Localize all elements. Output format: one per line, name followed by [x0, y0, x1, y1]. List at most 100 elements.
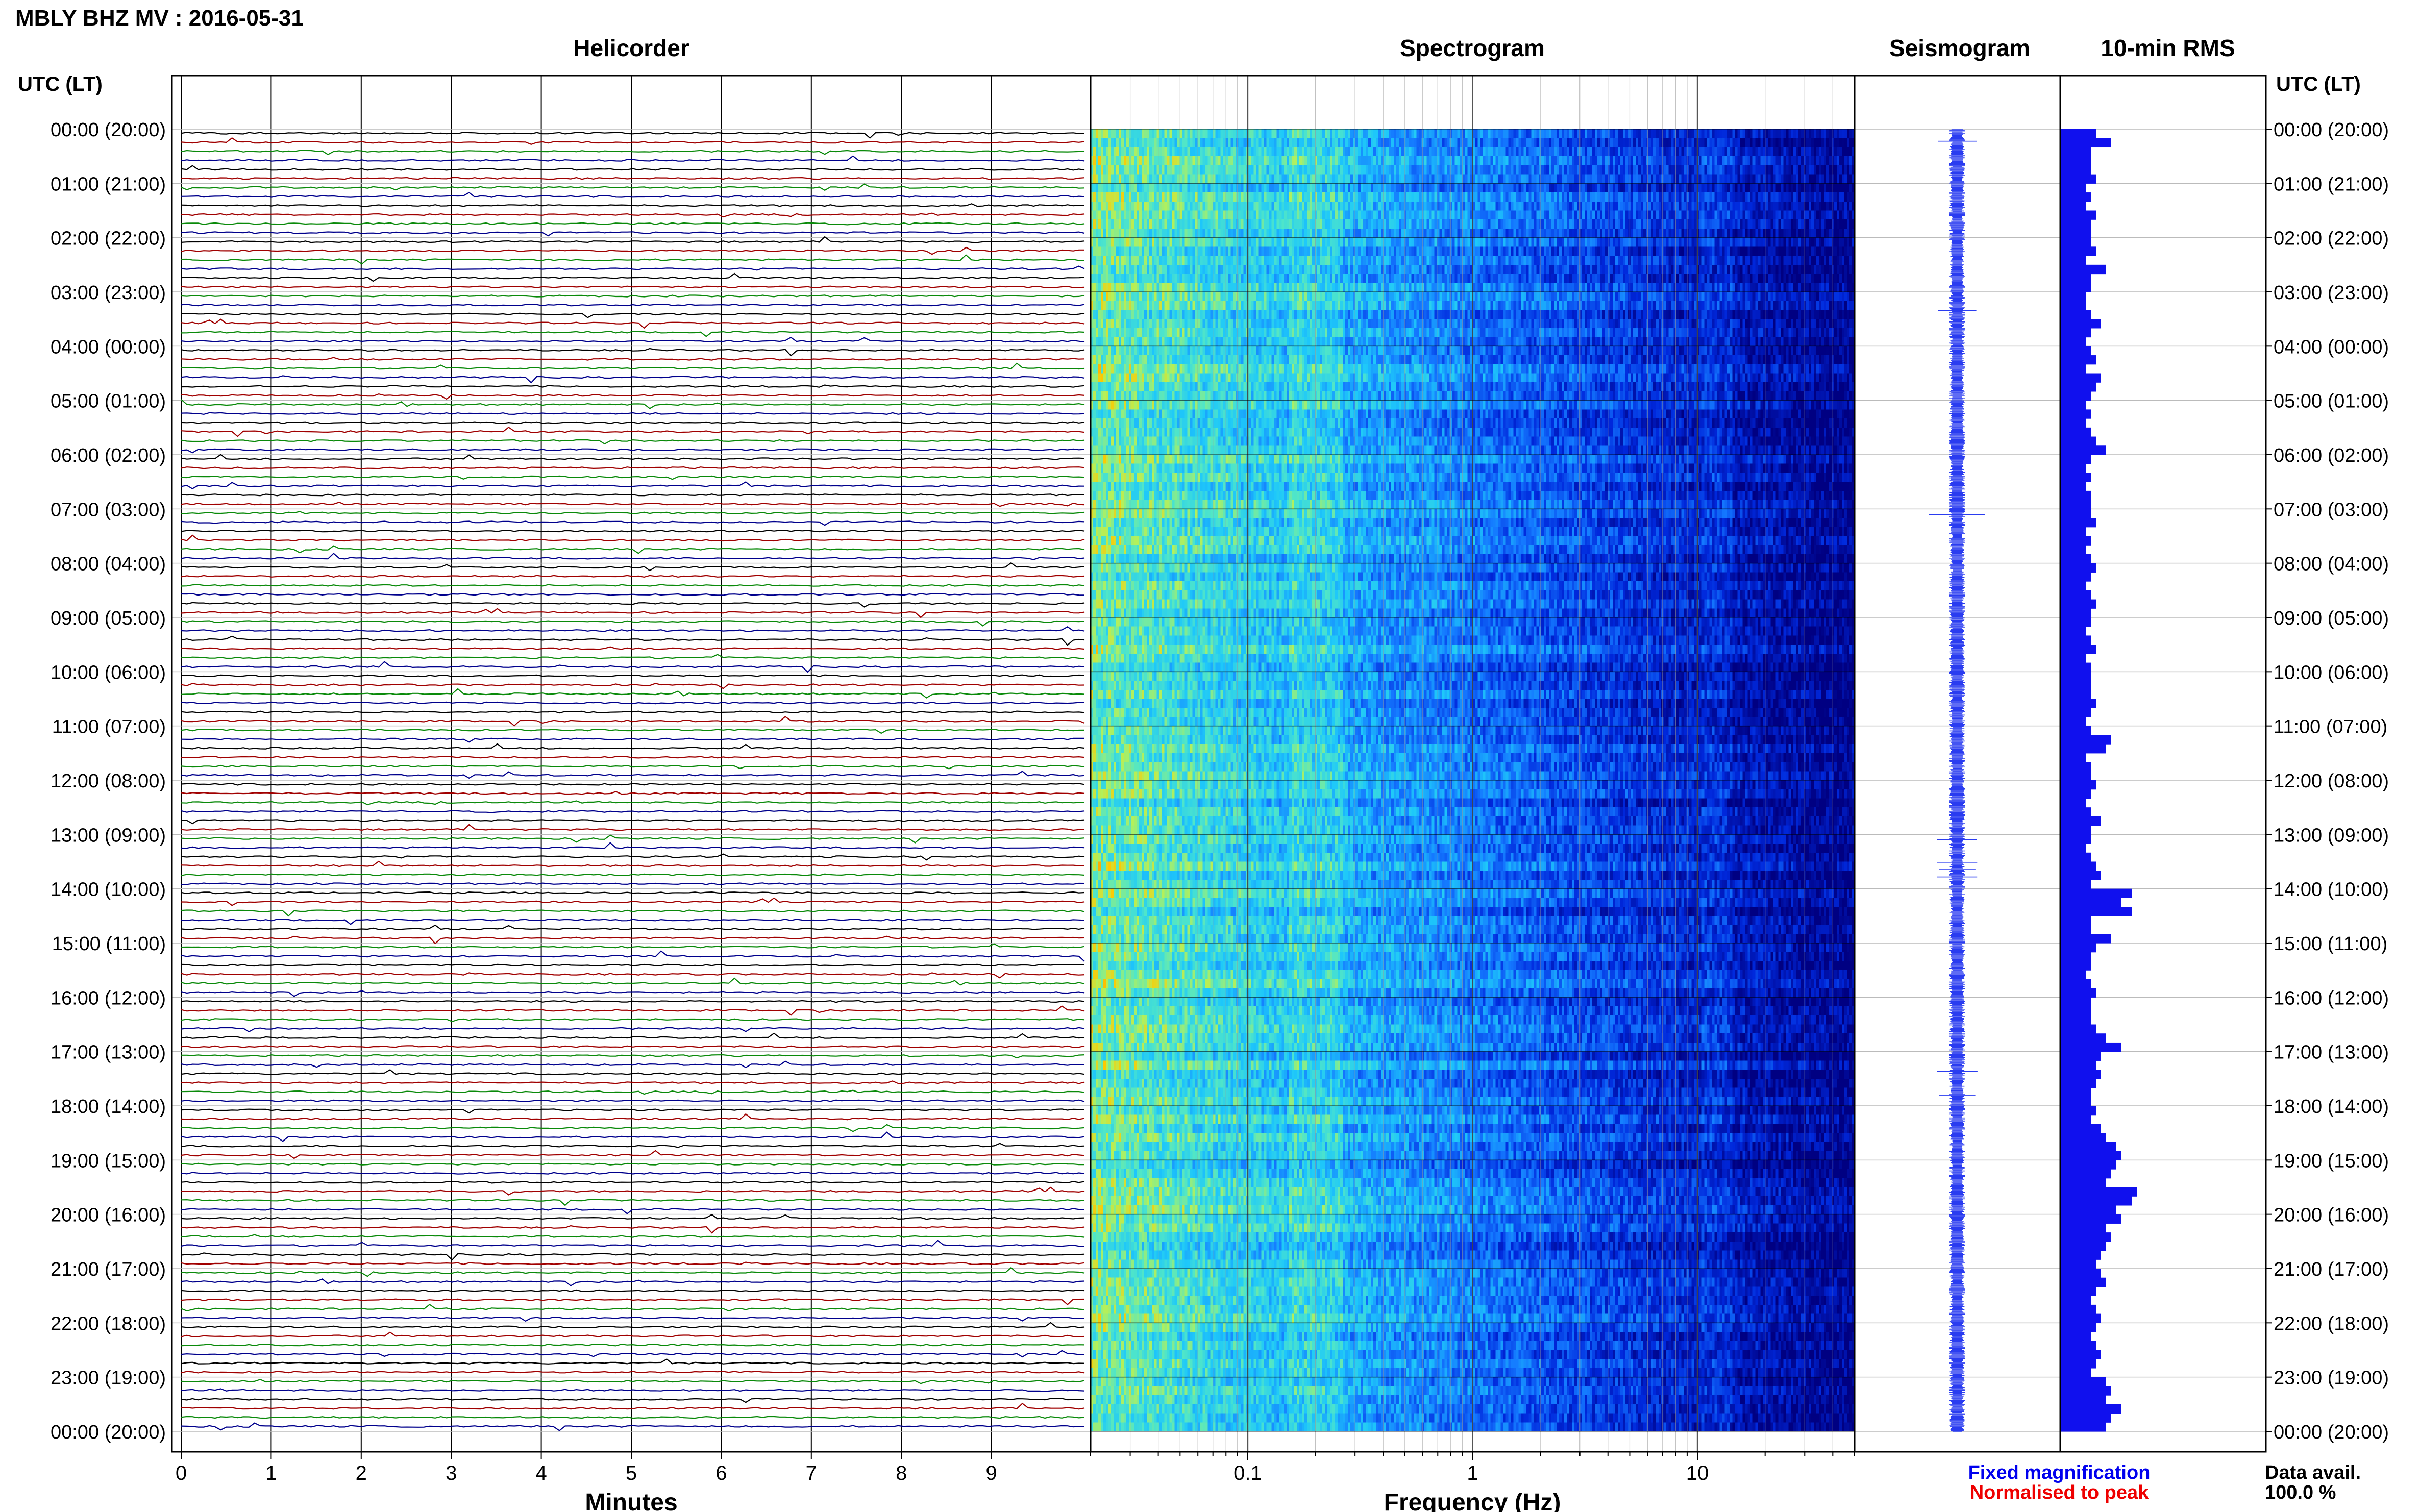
rms-bar	[2060, 1133, 2106, 1143]
helicorder-trace-row	[181, 764, 1085, 770]
helicorder-trace-row	[181, 545, 1085, 554]
hour-label: 08:00 (04:00)	[51, 554, 166, 575]
helicorder-trace-row	[181, 710, 1085, 714]
rms-bar	[2060, 689, 2091, 700]
hour-label: 06:00 (02:00)	[51, 445, 166, 466]
rms-bar	[2060, 129, 2096, 139]
helicorder-trace-row	[181, 203, 1085, 207]
rms-bar	[2060, 844, 2086, 853]
helicorder-trace-row	[181, 439, 1085, 445]
helicorder-trace-row	[181, 1027, 1085, 1033]
rms-bar	[2060, 482, 2086, 491]
rms-bar	[2060, 463, 2086, 474]
helicorder-trace-row	[181, 412, 1085, 415]
helicorder-trace-row	[181, 493, 1085, 497]
helicorder-trace-row	[181, 1298, 1085, 1305]
rms-bar	[2060, 536, 2091, 546]
helicorder-trace-row	[181, 800, 1085, 806]
rms-bar	[2060, 735, 2111, 745]
helicorder-trace-row	[181, 1379, 1085, 1384]
helicorder-trace-row	[181, 1162, 1085, 1166]
helicorder-trace-row	[181, 511, 1085, 515]
helicorder-trace-row	[181, 1080, 1085, 1084]
helicorder-trace-row	[181, 791, 1085, 795]
rms-bar	[2060, 662, 2091, 672]
rms-bar	[2060, 1313, 2101, 1323]
minute-tick-label: 5	[626, 1462, 637, 1484]
rms-bar	[2060, 509, 2091, 518]
helicorder-trace-row	[181, 1388, 1085, 1392]
helicorder-trace-row	[181, 990, 1085, 997]
helicorder-trace-row	[181, 909, 1085, 917]
rms-bar	[2060, 1368, 2091, 1378]
rms-bar	[2060, 925, 2091, 934]
hour-labels-left: 00:00 (20:00) 01:00 (21:00) 02:00 (22:00) 0…	[51, 119, 166, 1443]
hour-label: 14:00 (10:00)	[51, 879, 166, 901]
hour-label: 12:00 (08:00)	[2274, 771, 2389, 792]
helicorder-trace-row	[181, 1234, 1085, 1238]
rms-bar	[2060, 970, 2086, 980]
helicorder-trace-row	[181, 393, 1085, 400]
rms-bar	[2060, 708, 2091, 717]
rms-bar	[2060, 898, 2121, 907]
helicorder-trace-row	[181, 1316, 1085, 1322]
helicorder-trace-row	[181, 602, 1085, 608]
hour-label: 22:00 (18:00)	[51, 1313, 166, 1334]
spectrogram-x-ticks: 0.1 1 10	[1090, 1452, 1855, 1484]
helicorder-trace-row	[181, 1213, 1085, 1220]
rms-bar	[2060, 138, 2111, 148]
hour-label: 15:00 (11:00)	[52, 933, 166, 955]
rms-bar	[2060, 192, 2091, 202]
helicorder-trace-row	[181, 265, 1085, 271]
hour-label: 07:00 (03:00)	[2274, 499, 2389, 520]
helicorder-trace-row	[181, 246, 1084, 255]
rms-bar	[2060, 1097, 2091, 1106]
hour-label: 04:00 (00:00)	[2274, 336, 2389, 358]
hour-label: 05:00 (01:00)	[51, 391, 166, 412]
helicorder-trace-row	[181, 1331, 1085, 1337]
rms-bar	[2060, 391, 2091, 401]
hour-label: 10:00 (06:00)	[2274, 662, 2389, 683]
helicorder-title: Helicorder	[573, 35, 689, 61]
helicorder-trace-row	[181, 534, 1085, 542]
helicorder-trace-row	[181, 737, 1084, 743]
helicorder-trace-row	[181, 1172, 1085, 1175]
helicorder-trace-row	[181, 150, 1085, 156]
helicorder-trace-row	[181, 1199, 1085, 1206]
rms-bar	[2060, 1232, 2111, 1242]
helicorder-trace-row	[181, 475, 1085, 480]
helicorder-trace-row	[181, 635, 1085, 646]
rms-bar	[2060, 310, 2091, 319]
helicorder-trace-row	[181, 375, 1085, 384]
rms-bar	[2060, 1359, 2096, 1369]
helicorder-trace-row	[181, 1267, 1085, 1277]
rms-bar	[2060, 445, 2106, 455]
rms-bar	[2060, 400, 2086, 410]
seismogram-title: Seismogram	[1889, 35, 2030, 61]
rms-bar	[2060, 165, 2091, 175]
rms-bar	[2060, 1087, 2091, 1097]
helicorder-trace-row	[181, 593, 1085, 596]
hour-label: 21:00 (17:00)	[2274, 1259, 2389, 1280]
rms-bar	[2060, 554, 2091, 564]
helicorder-trace-row	[181, 1045, 1085, 1048]
rms-bar	[2060, 1422, 2106, 1432]
rms-bar	[2060, 617, 2091, 627]
hour-label: 00:00 (20:00)	[51, 1422, 166, 1443]
helicorder-trace-row	[181, 1208, 1085, 1214]
helicorder-trace-row	[181, 1225, 1085, 1234]
helicorder-traces	[181, 132, 1085, 1431]
rms-bar	[2060, 337, 2086, 346]
normalised-to-peak-note: Normalised to peak	[1970, 1482, 2149, 1503]
helicorder-trace-row	[181, 1278, 1085, 1286]
rms-bar	[2060, 988, 2096, 998]
hour-label: 08:00 (04:00)	[2274, 554, 2389, 575]
hour-label: 20:00 (16:00)	[2274, 1205, 2389, 1226]
rms-bar	[2060, 346, 2091, 356]
minute-tick-label: 6	[715, 1462, 727, 1484]
rms-bar	[2060, 1196, 2132, 1206]
helicorder-trace-row	[181, 924, 1085, 931]
rms-bar	[2060, 888, 2132, 898]
rms-bar	[2060, 283, 2091, 292]
rms-bar	[2060, 274, 2091, 283]
